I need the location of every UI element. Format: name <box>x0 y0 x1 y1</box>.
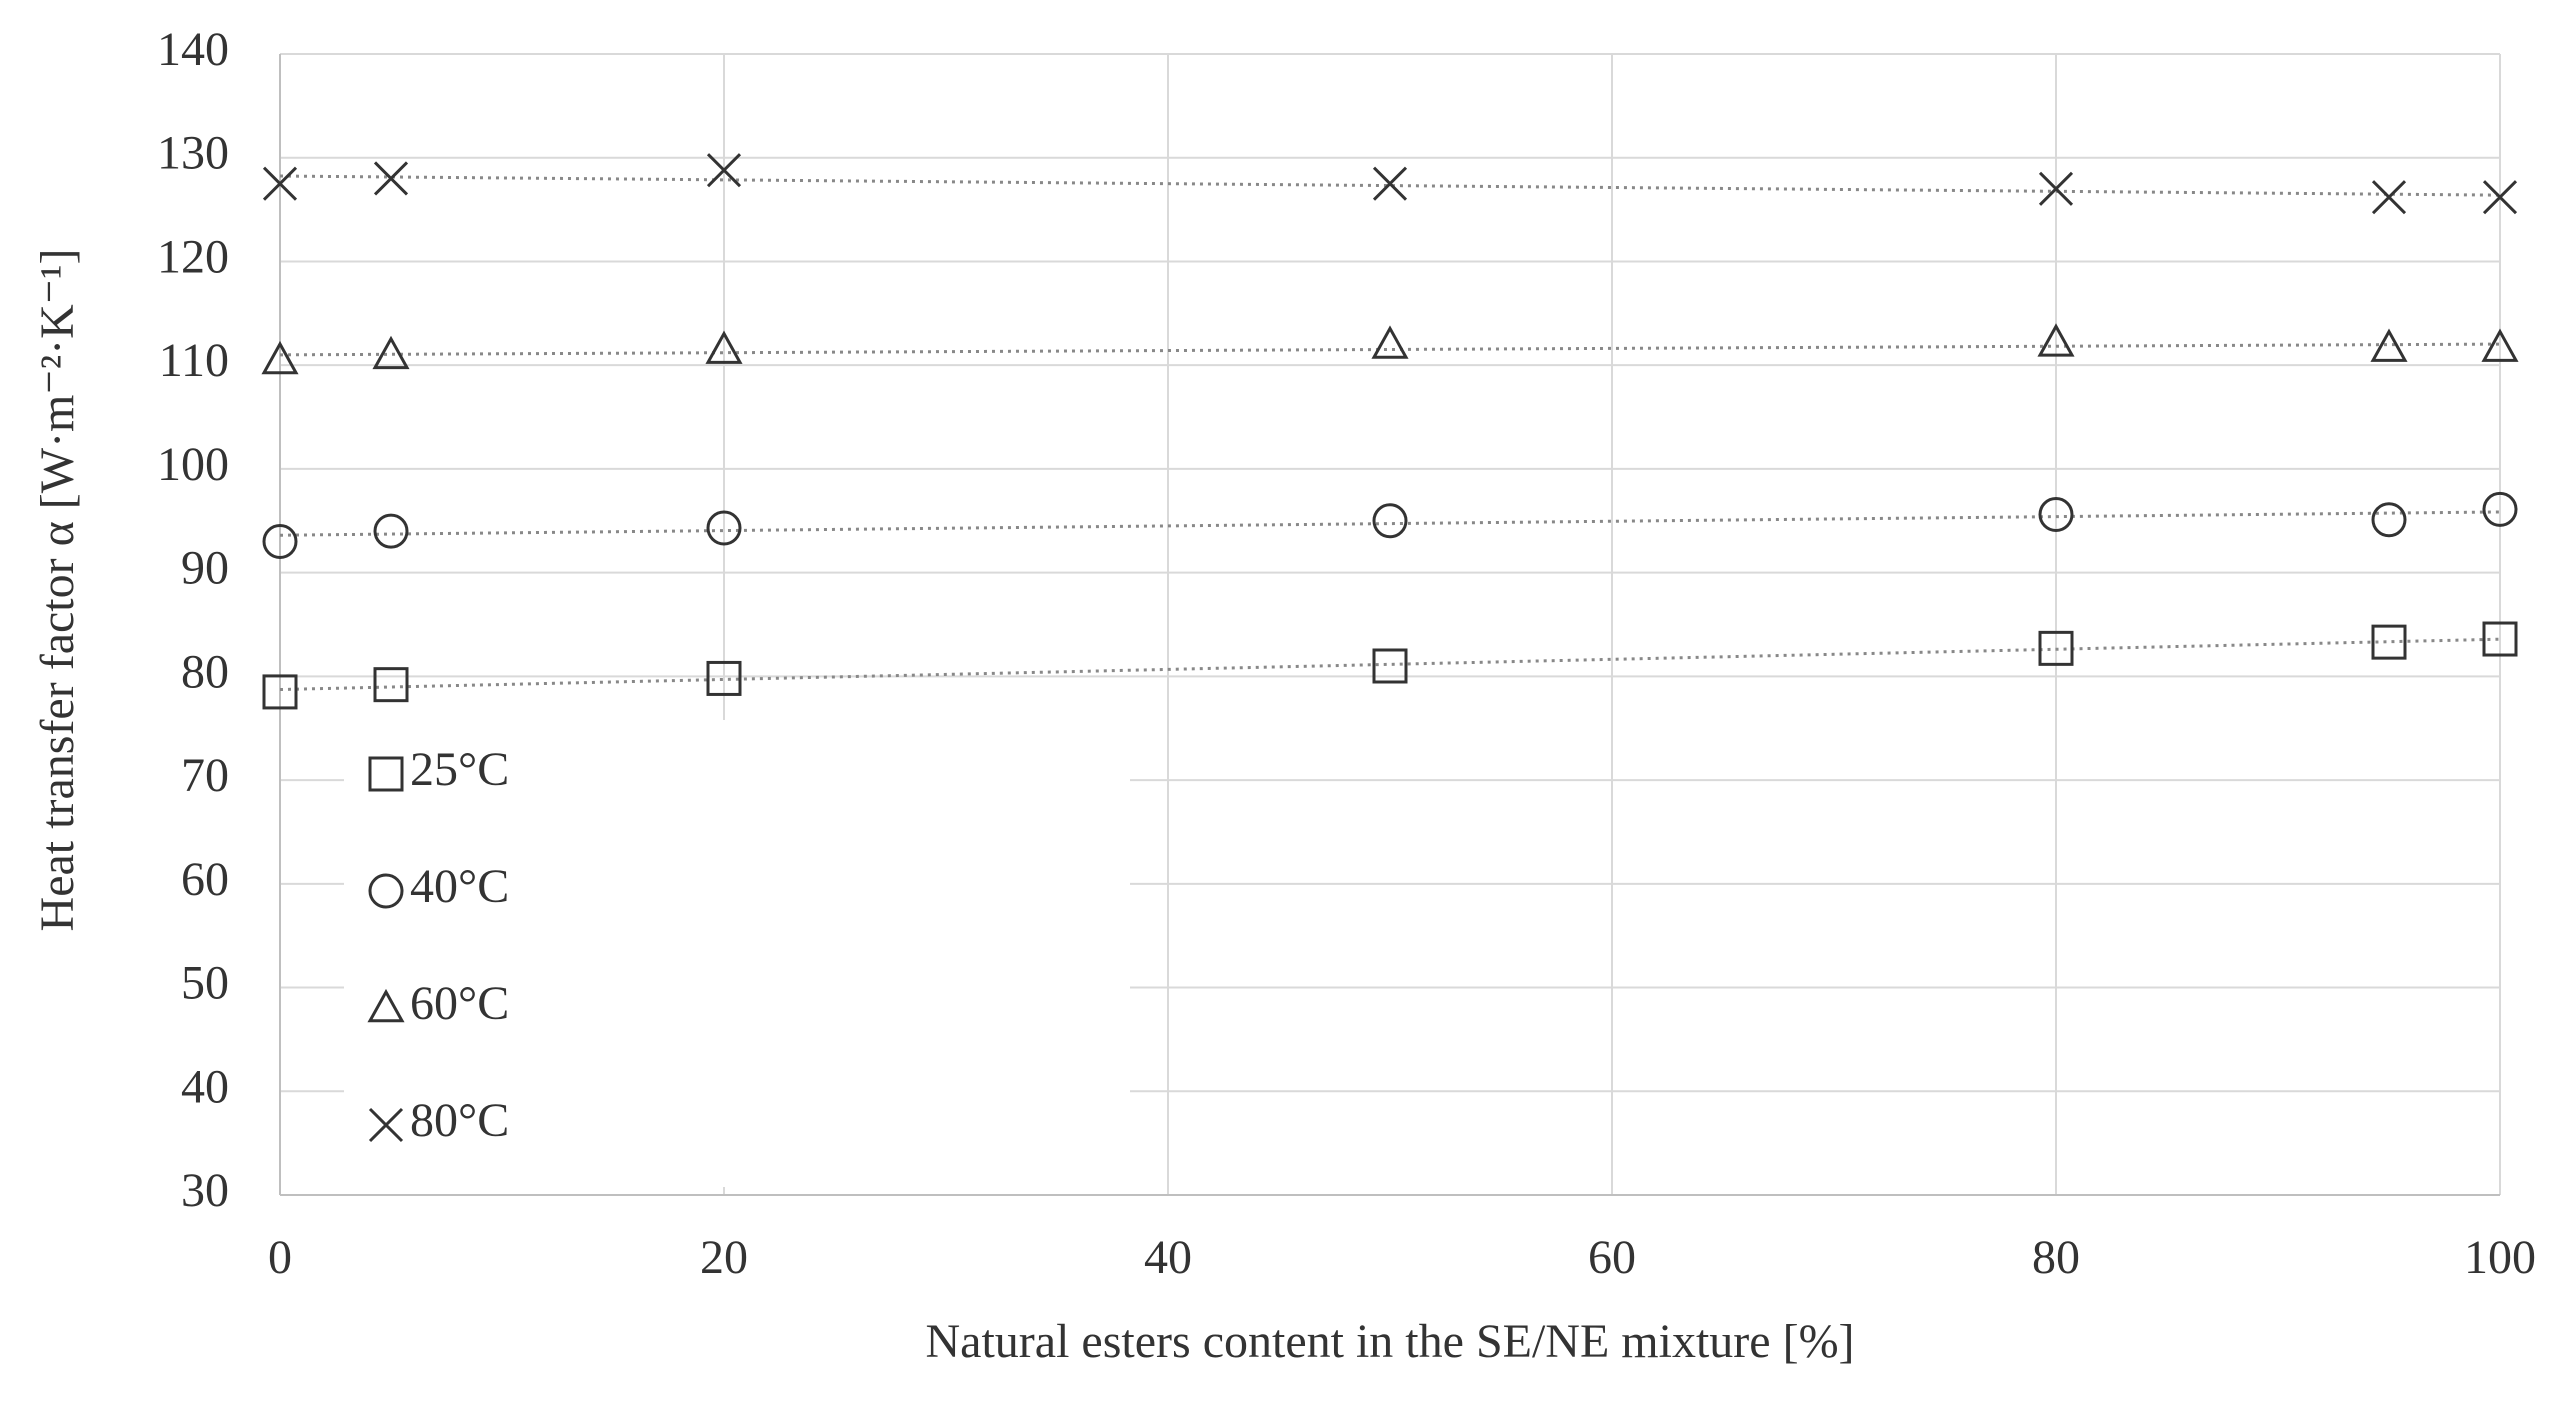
marker-triangle <box>367 988 405 1023</box>
marker-square <box>373 667 409 703</box>
y-tick-label: 120 <box>157 230 229 283</box>
y-tick-label: 100 <box>157 438 229 491</box>
y-tick-label: 40 <box>181 1060 229 1113</box>
y-tick-label: 80 <box>181 645 229 698</box>
trend-line <box>279 342 2501 357</box>
x-tick-label: 100 <box>2464 1231 2536 1284</box>
y-tick-label: 110 <box>159 334 229 387</box>
marker-circle <box>2482 491 2518 527</box>
marker-x <box>1372 166 1408 201</box>
marker-square <box>2482 621 2518 657</box>
legend-label: 25°C <box>410 743 509 796</box>
marker-square <box>2371 624 2407 660</box>
marker-triangle <box>2037 323 2075 357</box>
marker-square <box>262 674 298 710</box>
y-tick-label: 60 <box>181 853 229 906</box>
y-tick-label: 130 <box>157 127 229 180</box>
y-tick-label: 70 <box>181 749 229 802</box>
marker-square <box>706 660 742 696</box>
marker-circle <box>2038 497 2074 533</box>
y-tick-label: 140 <box>157 23 229 76</box>
marker-circle <box>368 873 404 909</box>
marker-square <box>368 756 404 792</box>
legend-label: 80°C <box>410 1094 509 1147</box>
y-tick-label: 30 <box>181 1164 229 1217</box>
legend-label: 40°C <box>410 860 509 913</box>
marker-circle <box>2371 502 2407 538</box>
x-axis-title: Natural esters content in the SE/NE mixt… <box>925 1315 1854 1368</box>
marker-square <box>2038 630 2074 666</box>
x-tick-label: 60 <box>1588 1231 1636 1284</box>
y-tick-label: 90 <box>181 542 229 595</box>
trend-line <box>279 510 2501 537</box>
y-tick-label: 50 <box>181 957 229 1010</box>
marker-triangle <box>2481 328 2519 362</box>
marker-circle <box>706 510 742 546</box>
marker-triangle <box>705 330 743 364</box>
legend-box <box>344 720 1130 1187</box>
marker-circle <box>1372 503 1408 539</box>
x-tick-label: 40 <box>1144 1231 1192 1284</box>
marker-x <box>262 166 298 201</box>
marker-x <box>368 1107 404 1143</box>
marker-x <box>373 161 409 196</box>
marker-x <box>706 153 742 188</box>
marker-triangle <box>1371 325 1409 359</box>
marker-circle <box>262 524 298 560</box>
marker-x <box>2371 180 2407 215</box>
legend-label: 60°C <box>410 977 509 1030</box>
marker-triangle <box>372 335 410 370</box>
marker-circle <box>373 513 409 549</box>
marker-triangle <box>2370 328 2408 362</box>
marker-triangle <box>261 340 299 375</box>
marker-x <box>2038 171 2074 206</box>
y-axis-title: Heat transfer factor α [W·m⁻²·K⁻¹] <box>31 249 84 932</box>
marker-square <box>1372 648 1408 684</box>
x-tick-label: 80 <box>2032 1231 2080 1284</box>
trend-line <box>279 637 2501 692</box>
x-tick-label: 0 <box>268 1231 292 1284</box>
marker-x <box>2482 180 2518 215</box>
trend-line <box>279 174 2501 197</box>
x-tick-label: 20 <box>700 1231 748 1284</box>
